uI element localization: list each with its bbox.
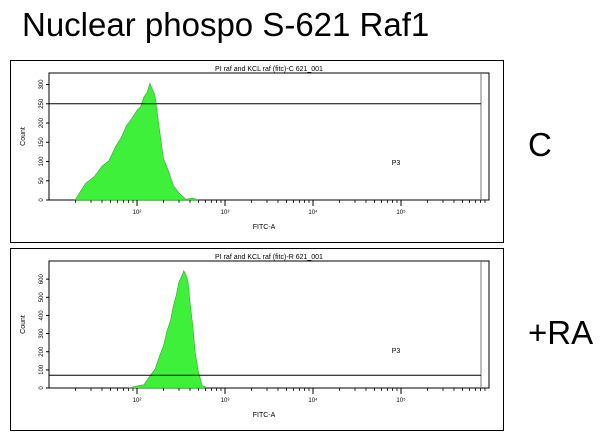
x-tick-label: 10⁴ (308, 397, 318, 404)
x-tick-label: 10⁵ (396, 397, 406, 404)
histogram-panel-control: PI raf and KCL raf (fitc)-C 621_001 P3 10²… (10, 60, 504, 243)
chart-title: PI raf and KCL raf (fitc)-R 621_001 (215, 254, 323, 261)
y-tick-label: 200 (39, 117, 45, 128)
histogram-panel-ra: PI raf and KCL raf (fitc)-R 621_001 P3 10²… (10, 248, 504, 431)
y-tick-label: 100 (39, 364, 45, 375)
y-tick-label: 50 (39, 177, 45, 184)
plot-frame (48, 260, 490, 389)
y-axis-label: Count (20, 127, 27, 146)
x-axis-label: FITC-A (253, 224, 276, 231)
histogram-area (128, 269, 206, 389)
y-tick-label: 400 (39, 310, 45, 321)
y-tick-label: 200 (39, 346, 45, 357)
x-tick-label: 10³ (221, 210, 230, 216)
x-tick-label: 10⁴ (308, 209, 318, 216)
y-tick-label: 600 (39, 273, 45, 284)
plot-frame (48, 72, 490, 201)
histogram-chart-control: PI raf and KCL raf (fitc)-C 621_001 P3 10²… (20, 66, 490, 231)
y-tick-label: 300 (39, 79, 45, 90)
x-axis-label: FITC-A (253, 412, 276, 419)
x-tick-label: 10² (133, 210, 142, 216)
y-tick-label: 0 (39, 386, 45, 390)
y-tick-label: 250 (39, 98, 45, 109)
y-tick-label: 0 (39, 198, 45, 202)
histogram-chart-ra: PI raf and KCL raf (fitc)-R 621_001 P3 10²… (20, 254, 490, 419)
page-title: Nuclear phospo S-621 Raf1 (22, 6, 430, 43)
x-tick-label: 10³ (221, 398, 230, 404)
condition-label-ra: +RA (528, 314, 594, 351)
histogram-area (75, 82, 199, 201)
chart-title: PI raf and KCL raf (fitc)-C 621_001 (215, 66, 323, 73)
condition-label-control: C (528, 126, 552, 163)
y-tick-label: 100 (39, 156, 45, 167)
y-tick-label: 500 (39, 292, 45, 303)
y-tick-label: 150 (39, 137, 45, 148)
y-axis-label: Count (20, 315, 27, 334)
gate-label: P3 (392, 348, 401, 355)
gate-label: P3 (392, 160, 401, 167)
x-tick-label: 10² (133, 398, 142, 404)
y-tick-label: 300 (39, 328, 45, 339)
x-tick-label: 10⁵ (396, 209, 406, 216)
